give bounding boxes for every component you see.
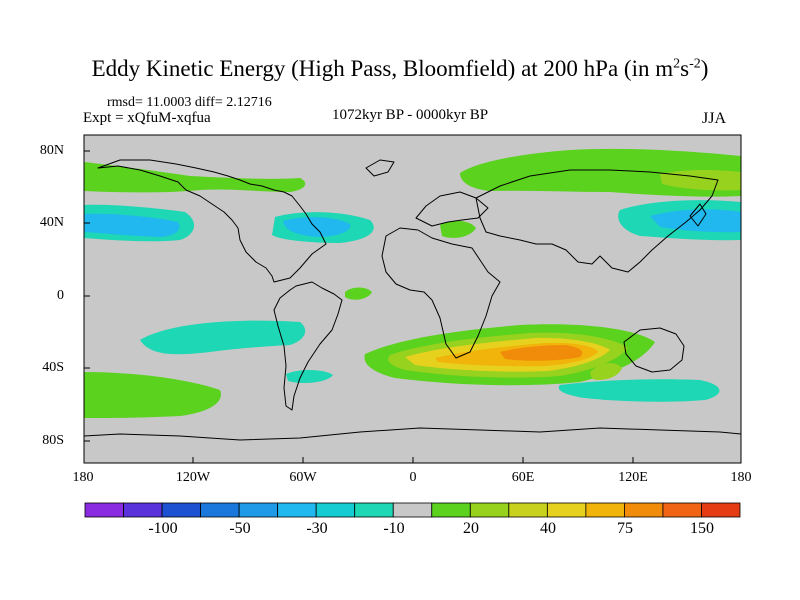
stats-text: rmsd= 11.0003 diff= 2.12716 [107, 95, 272, 110]
coast-south-america [273, 281, 343, 411]
colorbar-label: -10 [383, 520, 405, 537]
lon-tick-label: 60E [511, 470, 535, 485]
coastlines [84, 159, 741, 441]
contour-teal [140, 320, 306, 355]
colorbar-label: 75 [617, 520, 633, 537]
contour-lightgreen [590, 363, 622, 380]
contour-green [345, 287, 372, 300]
colorbar [84, 502, 741, 518]
colorbar-swatch [624, 502, 664, 518]
lon-tick-label: 120E [618, 470, 648, 485]
lat-tick-label: 0 [57, 288, 64, 303]
contour-blue [84, 213, 180, 237]
contour-darkorange [500, 345, 583, 361]
colorbar-swatch [392, 502, 433, 518]
axis-ticks [83, 150, 742, 463]
coast-australia [623, 327, 685, 373]
colorbar-label: -100 [148, 520, 178, 537]
colorbar-swatch [546, 502, 587, 518]
coast-asia [475, 169, 719, 273]
colorbar-swatch [123, 502, 163, 518]
lon-tick-label: 180 [730, 470, 752, 485]
coast-japan [689, 203, 707, 227]
colorbar-swatch [315, 502, 356, 518]
colorbar-swatch [701, 502, 741, 518]
lat-tick-label: 40N [39, 215, 64, 230]
colorbar-swatch [200, 502, 240, 518]
coast-greenland [365, 159, 395, 177]
coast-antarctica [84, 427, 741, 441]
colorbar-swatch [508, 502, 548, 518]
chart-title: Eddy Kinetic Energy (High Pass, Bloomfie… [91, 56, 709, 81]
colorbar-label: 20 [463, 520, 479, 537]
contour-blue [283, 217, 351, 237]
colorbar-label: -30 [306, 520, 328, 537]
lat-tick-label: 80S [42, 433, 64, 448]
colorbar-label: 150 [690, 520, 714, 537]
colorbar-swatch [469, 502, 510, 518]
coast-europe [415, 191, 489, 227]
season-label: JJA [702, 110, 727, 127]
colorbar-swatch [277, 502, 317, 518]
lat-tick-label: 40S [42, 360, 64, 375]
colorbar-swatch [662, 502, 702, 518]
colorbar-label: -50 [229, 520, 251, 537]
lon-tick-label: 0 [409, 470, 417, 485]
coast-north-america [97, 159, 327, 283]
contour-green [440, 220, 476, 238]
contour-fields [84, 148, 741, 418]
coast-africa [381, 227, 501, 359]
contour-teal [286, 369, 333, 383]
colorbar-swatch [161, 502, 201, 518]
lat-tick-label: 80N [39, 143, 64, 158]
colorbar-swatch [431, 502, 471, 518]
contour-blue [650, 209, 741, 233]
colorbar-swatch [238, 502, 279, 518]
experiment-label: Expt = xQfuM-xqfua [83, 110, 211, 126]
period-label: 1072kyr BP - 0000kyr BP [331, 107, 489, 123]
lon-tick-label: 60W [289, 470, 317, 485]
contour-teal [558, 379, 720, 402]
colorbar-swatch [84, 502, 124, 518]
colorbar-label: 40 [540, 520, 556, 537]
colorbar-swatch [585, 502, 625, 518]
colorbar-swatch [354, 502, 394, 518]
lon-tick-label: 180 [72, 470, 94, 485]
contour-green [84, 372, 221, 418]
lon-tick-label: 120W [175, 470, 211, 485]
